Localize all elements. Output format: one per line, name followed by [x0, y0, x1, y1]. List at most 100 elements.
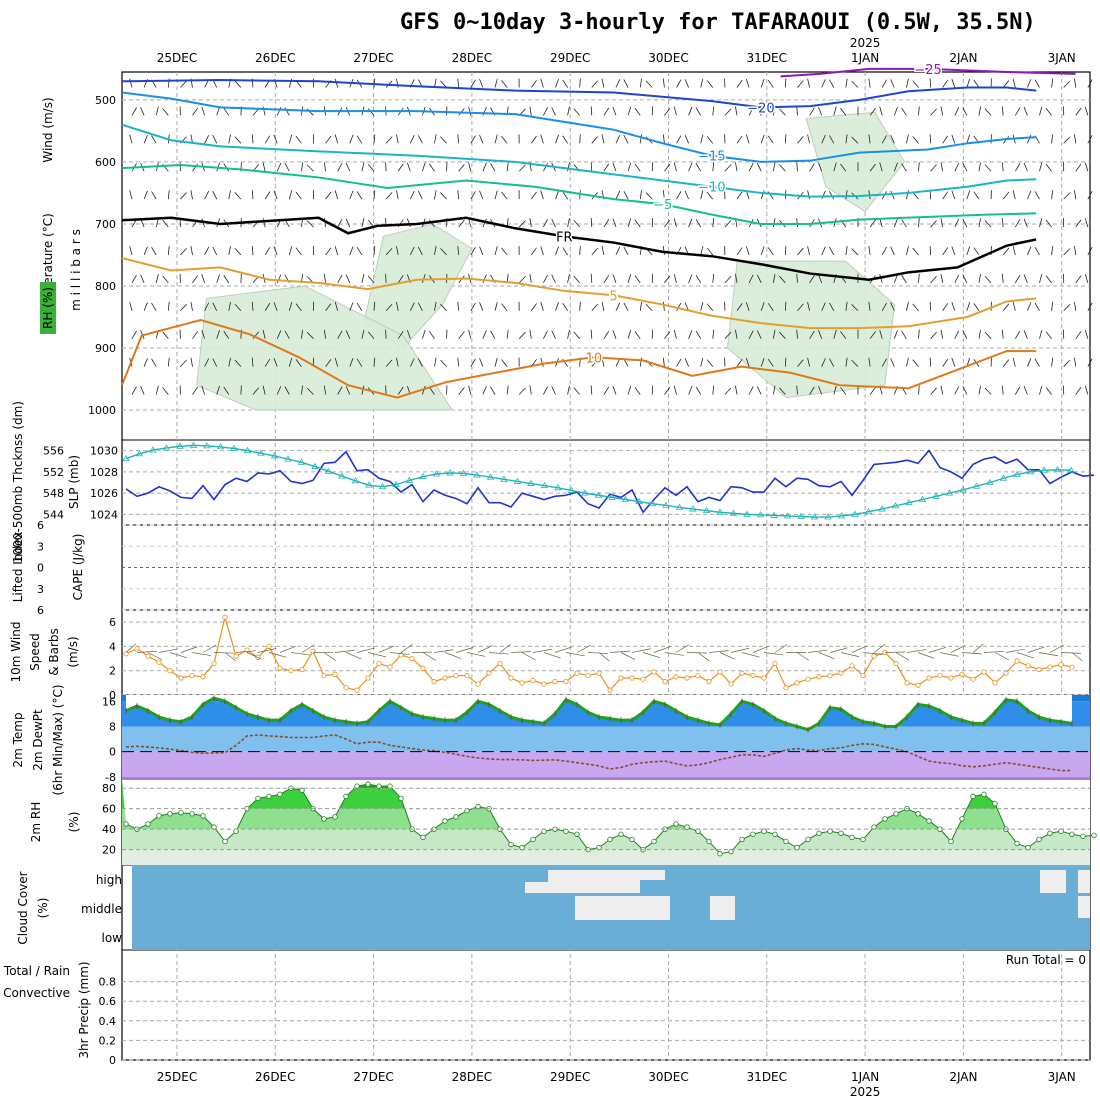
wind-barb — [984, 276, 992, 284]
rh-point — [123, 821, 129, 827]
wind-barb — [676, 302, 682, 311]
wind-barb-10m — [1016, 652, 1034, 659]
wind-barb — [501, 359, 508, 367]
wind-barb — [724, 220, 732, 228]
wind-barb — [772, 273, 776, 283]
wind-barb — [901, 330, 907, 339]
wind-barb — [555, 302, 559, 311]
wind-barb — [518, 387, 526, 395]
wind-barb — [1012, 190, 1016, 200]
wind-barb — [131, 274, 137, 284]
wind-barb — [930, 275, 937, 284]
wind-barb — [1073, 190, 1077, 200]
wind-barb — [962, 107, 968, 116]
wind-barb — [818, 162, 823, 172]
wind-barb — [1001, 329, 1004, 339]
wind-barb — [821, 79, 826, 88]
top-date-label: 26DEC — [255, 51, 295, 65]
wind-barb-10m — [422, 652, 436, 661]
wind-barb — [807, 78, 810, 88]
wind-speed-point — [321, 672, 327, 679]
wind-barb — [590, 218, 593, 228]
wind-barb-10m — [631, 648, 651, 653]
wind-speed-point — [365, 675, 371, 681]
wind-barb — [306, 387, 314, 395]
upper-air-ylabel-group: Temperature (°C)Wind (m/s)RH (%) m i l l … — [40, 97, 83, 334]
wind-barb — [262, 329, 266, 339]
wind-barb — [543, 107, 548, 116]
wind-barb — [736, 191, 743, 200]
wind-barb — [881, 79, 887, 88]
wind-speed-point — [926, 675, 932, 681]
wind-barb — [555, 190, 559, 200]
wind-barb — [700, 134, 704, 144]
wind-barb — [881, 358, 887, 367]
wind-barb — [772, 218, 776, 228]
wind-barb — [167, 301, 170, 311]
wind-barb — [143, 302, 148, 311]
wind-barb — [809, 330, 815, 339]
wind-barb — [833, 329, 837, 339]
rh-point — [970, 793, 976, 800]
wind-barb — [954, 162, 960, 172]
thickness-marker — [581, 489, 589, 496]
wind-speed-point — [1014, 658, 1020, 664]
wind-barb — [190, 246, 193, 256]
wind-barb — [356, 302, 363, 311]
wind-barb — [1051, 245, 1054, 256]
wind-barb — [397, 386, 404, 395]
thickness-marker — [284, 455, 292, 462]
wind-barb — [973, 79, 980, 88]
wind-barb — [951, 357, 956, 367]
wind-barb — [273, 302, 278, 311]
wind-barb — [662, 134, 665, 144]
wind-speed-point — [1058, 662, 1064, 668]
wind-barb — [251, 245, 254, 255]
wind-barb — [700, 190, 704, 200]
wind-barb — [337, 163, 343, 172]
wind-barb — [345, 330, 351, 339]
rh-point — [607, 836, 613, 843]
wind-barb — [796, 329, 798, 339]
wind-barb — [385, 303, 393, 312]
wind-barb — [851, 248, 859, 256]
wind-barb — [337, 386, 343, 395]
wind-barb-10m — [158, 648, 178, 653]
wind-barb — [373, 190, 376, 200]
wind-barb — [1014, 219, 1021, 228]
wind-barb — [1087, 79, 1093, 88]
wind-barb — [966, 302, 971, 311]
rh-point — [442, 818, 448, 824]
wind-barb — [555, 246, 559, 256]
wind-barb — [760, 190, 765, 200]
wind-barb-10m — [1049, 644, 1064, 653]
wind-barb-10m — [224, 652, 237, 662]
wind-barb — [440, 192, 447, 200]
wind-barb — [323, 329, 326, 339]
wind-barb — [615, 190, 621, 200]
wind-barb — [180, 359, 187, 367]
wind-barb — [337, 274, 343, 284]
wind-barb — [434, 190, 437, 200]
wind-speed-point — [695, 672, 701, 679]
wind-barb — [1034, 191, 1040, 200]
wind-barb — [590, 162, 593, 172]
wind-speed-point — [981, 669, 987, 675]
wind-barb-10m — [389, 652, 410, 655]
wind-barb — [540, 357, 544, 367]
wind-barb — [396, 134, 399, 144]
wind-barb — [845, 190, 848, 200]
wind-barb-10m — [851, 645, 868, 653]
thickness-marker — [972, 482, 981, 489]
wind-barb — [361, 162, 365, 172]
wind-barb — [627, 274, 632, 283]
wind-barb — [251, 301, 254, 311]
thickness-marker — [675, 503, 684, 510]
wind-barb-10m — [136, 650, 157, 653]
wind-barb — [417, 135, 423, 144]
wind-barb-10m — [268, 652, 287, 658]
wind-barb — [506, 329, 509, 339]
rh-point — [750, 831, 756, 837]
wind-barb — [543, 330, 548, 339]
wind-barb — [180, 192, 187, 200]
